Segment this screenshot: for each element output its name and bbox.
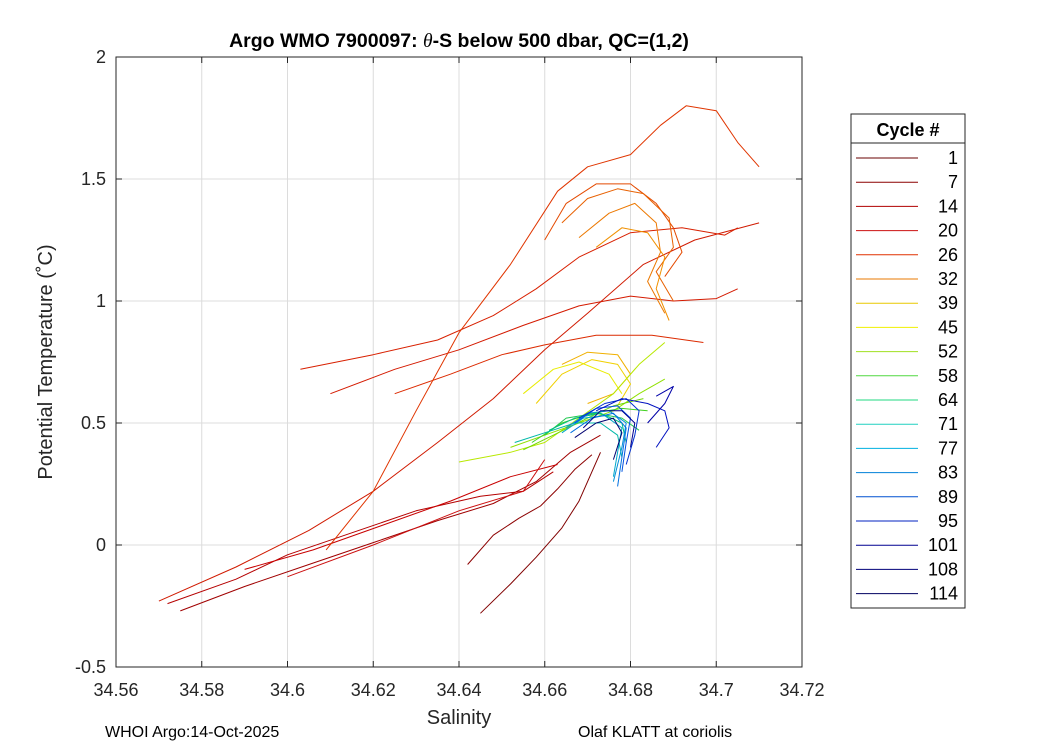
legend-label: 71 [938,414,958,434]
legend-label: 58 [938,366,958,386]
series-line-cycle-171 [570,412,627,487]
title-theta: θ [423,31,433,52]
series-line-cycle-14 [180,434,601,612]
legend-items: 1 7 14 20 26 32 39 45 52 58 64 71 77 83 89 95 101 108 114 [856,148,958,604]
series-line-cycle-189 [595,398,670,448]
legend-box [850,113,966,609]
series-line-cycle-52 [300,227,738,370]
legend-label: 95 [938,511,958,531]
y-tick-label: 1.5 [81,169,106,189]
legend-label: 101 [928,535,958,555]
title-suffix: -S below 500 dbar, QC=(1,2) [433,30,689,52]
legend-label: 114 [929,584,958,604]
series-line-cycle-108 [522,361,623,395]
x-axis-label: Salinity [427,707,491,729]
legend-label: 26 [938,245,958,265]
series-layer [158,105,760,614]
footer-right: Olaf KLATT at coriolis [578,724,733,741]
series-line-cycle-183 [578,398,640,465]
legend-label: 77 [938,438,958,458]
x-tick-label: 34.58 [179,680,224,700]
x-tick-label: 34.68 [608,680,653,700]
series-line-cycle-208 [574,417,623,460]
x-tick-label: 34.56 [93,680,138,700]
footer-left: WHOI Argo:14-Oct-2025 [105,724,280,741]
series-line-cycle-45 [330,288,738,395]
y-tick-label: -0.5 [75,657,106,677]
y-tick-label: 2 [96,47,106,67]
series-line-cycle-39 [158,222,760,602]
legend-label: 45 [938,317,958,337]
x-tick-label: 34.6 [270,680,305,700]
series-line-cycle-95 [561,351,631,404]
legend-label: 89 [938,487,958,507]
series-line-cycle-195 [647,385,674,424]
series-line-cycle-89 [595,227,670,321]
x-tick-label: 34.62 [351,680,396,700]
x-tick-label: 34.72 [779,680,824,700]
y-tick-label: 0.5 [81,413,106,433]
series-line-cycle-20 [167,471,554,605]
legend-label: 1 [948,148,958,168]
grid [116,57,802,667]
y-axis-label: Potential Temperature (˚C) [35,244,57,479]
y-tick-label: 0 [96,535,106,555]
title-prefix: Argo WMO 7900097: [229,30,423,52]
legend-title: Cycle # [876,120,939,140]
series-line-cycle-77 [561,188,674,302]
series-line-cycle-202 [582,410,636,448]
chart-title: Argo WMO 7900097: θ-S below 500 dbar, QC… [229,30,689,52]
series-line-cycle-26 [244,464,558,570]
series-line-cycle-139 [544,412,640,436]
x-tick-label: 34.7 [699,680,734,700]
legend-label: 20 [938,221,958,241]
x-tick-label: 34.64 [436,680,481,700]
x-tick-label: 34.66 [522,680,567,700]
legend-label: 32 [938,269,958,289]
series-line-cycle-1 [480,452,601,614]
series-line-cycle-32 [287,459,546,578]
ticks: 34.56 34.58 34.6 34.62 34.64 34.66 34.68 34.7 34… [75,47,825,700]
legend-label: 64 [938,390,958,410]
series-line-cycle-7 [467,454,593,565]
y-tick-label: 1 [96,291,106,311]
series-line-cycle-83 [578,202,666,314]
series-line-cycle-101 [535,359,631,407]
legend-label: 14 [938,196,958,216]
legend-label: 83 [938,463,958,483]
legend-label: 52 [938,342,958,362]
legend-label: 7 [948,172,958,192]
series-line-cycle-158 [561,415,623,477]
series-line-cycle-64 [325,105,760,551]
legend: Cycle # 1 7 14 20 26 32 39 45 52 58 64 71 77 83 89 95 10… [850,113,966,609]
legend-label: 39 [938,293,958,313]
series-line-cycle-145 [548,412,627,443]
series-line-cycle-58 [394,334,704,395]
legend-label: 108 [928,559,958,579]
